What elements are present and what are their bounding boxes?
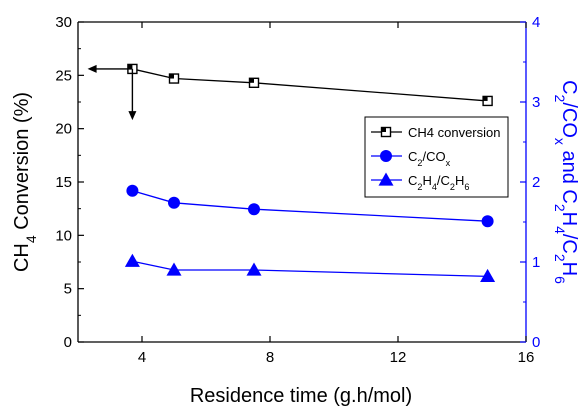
y-tick-label: 15 — [55, 174, 72, 191]
x-tick-label: 16 — [518, 349, 535, 366]
legend-marker-1 — [380, 150, 392, 162]
data-point-2 — [124, 253, 140, 267]
data-point-0 — [168, 73, 180, 84]
y2-tick-label: 2 — [532, 174, 540, 191]
arrow-down-head — [128, 111, 137, 121]
data-point-0 — [248, 77, 260, 89]
x-tick-label: 8 — [266, 349, 274, 366]
y-axis-left: 0 5 10 15 20 25 30 — [55, 14, 84, 351]
data-point-0 — [482, 95, 493, 107]
y-tick-label: 25 — [55, 67, 72, 84]
x-axis: 4 8 12 16 — [138, 22, 535, 366]
x-tick-label: 4 — [138, 349, 146, 366]
data-point-2 — [246, 262, 262, 276]
x-axis-title: Residence time (g.h/mol) — [190, 385, 412, 407]
data-point-1 — [248, 203, 260, 216]
x-tick-label: 12 — [390, 349, 407, 366]
y-tick-label: 30 — [55, 14, 72, 31]
series-line-0 — [132, 68, 488, 102]
data-point-2 — [480, 268, 496, 283]
legend-label-2: C2H4/C2H6 — [408, 173, 469, 192]
y2-tick-label: 1 — [532, 254, 540, 271]
y-axis-title-left: CH4 Conversion (%) — [11, 92, 39, 272]
annotation-layer — [87, 64, 137, 121]
legend-marker-2 — [378, 172, 394, 186]
series-line-1 — [132, 190, 488, 222]
legend-label-0: CH4 conversion — [408, 125, 501, 140]
legend-label-1: C2/COx — [408, 149, 451, 168]
y-axis-right: 0 1 2 3 4 — [520, 14, 540, 351]
data-point-1 — [481, 215, 494, 228]
y-tick-label: 5 — [64, 281, 72, 298]
data-point-2 — [166, 262, 182, 276]
y-tick-label: 20 — [55, 121, 72, 138]
y2-tick-label: 3 — [532, 94, 540, 111]
legend-marker-0 — [380, 126, 392, 138]
y2-tick-label: 0 — [532, 334, 540, 351]
legend: CH4 conversion C2/COx C2H4/C2H6 — [364, 116, 509, 198]
data-point-1 — [126, 184, 139, 197]
data-point-1 — [168, 196, 180, 209]
y-axis-title-right: C2/COx and C2H4/C2H6 — [552, 80, 580, 284]
y-tick-label: 0 — [64, 334, 72, 351]
y-tick-label: 10 — [55, 227, 72, 244]
y2-tick-label: 4 — [532, 14, 540, 31]
series-line-2 — [132, 260, 488, 278]
arrow-left-head — [87, 64, 97, 73]
